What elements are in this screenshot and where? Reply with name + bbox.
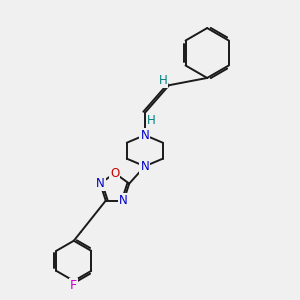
Text: N: N <box>96 177 105 190</box>
Text: N: N <box>119 194 128 207</box>
Text: H: H <box>147 114 155 127</box>
Text: O: O <box>110 167 119 180</box>
Text: H: H <box>158 74 167 87</box>
Text: F: F <box>70 279 77 292</box>
Text: N: N <box>140 129 149 142</box>
Text: N: N <box>140 160 149 173</box>
Text: N: N <box>140 129 149 142</box>
